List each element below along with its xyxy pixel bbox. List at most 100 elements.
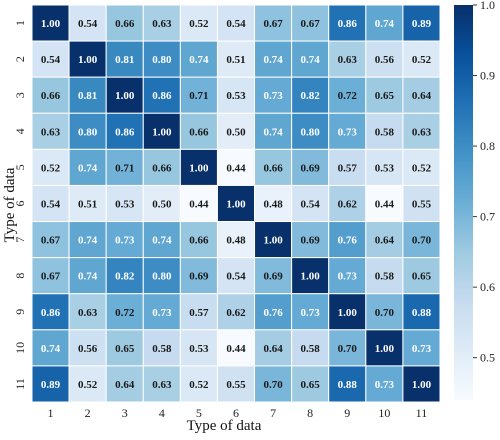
x-tick-label: 6 — [233, 406, 239, 420]
heatmap-cell — [402, 4, 441, 42]
heatmap-cell — [402, 112, 441, 150]
heatmap-cell — [328, 221, 367, 259]
cell-value-label: 0.69 — [189, 271, 209, 283]
cell-value-label: 0.48 — [226, 235, 246, 247]
cell-value-label: 1.00 — [152, 126, 172, 138]
heatmap-cell — [179, 148, 218, 186]
cell-value-label: 0.53 — [189, 343, 209, 355]
heatmap-cell — [142, 329, 181, 367]
heatmap-cell — [68, 221, 107, 259]
cell-value-label: 0.63 — [152, 18, 172, 30]
heatmap-cell — [105, 293, 144, 331]
cell-value-label: 0.73 — [115, 235, 135, 247]
heatmap-cell — [365, 365, 404, 403]
heatmap-cell — [402, 184, 441, 223]
heatmap-cell — [291, 40, 330, 78]
y-tick-label: 3 — [13, 92, 27, 98]
cell-value-label: 0.54 — [78, 18, 98, 30]
cell-value-label: 0.65 — [412, 271, 432, 283]
cell-value-label: 1.00 — [263, 235, 283, 247]
cell-value-label: 0.53 — [226, 90, 246, 102]
y-tick-label: 6 — [13, 201, 27, 207]
cell-value-label: 0.89 — [41, 379, 61, 391]
cell-value-label: 0.57 — [338, 162, 358, 174]
cell-value-label: 1.00 — [226, 199, 246, 211]
heatmap-cell — [68, 4, 107, 42]
cell-value-label: 0.53 — [375, 162, 395, 174]
cell-value-label: 0.74 — [41, 343, 61, 355]
cell-value-label: 0.74 — [263, 54, 283, 66]
cell-value-label: 0.58 — [375, 126, 395, 138]
y-tick-label: 1 — [13, 20, 27, 26]
cell-value-label: 0.69 — [301, 162, 321, 174]
cell-value-label: 0.80 — [152, 54, 172, 66]
cell-value-label: 0.64 — [263, 343, 283, 355]
y-tick-label: 9 — [13, 309, 27, 315]
cell-value-label: 0.64 — [412, 90, 432, 102]
cell-value-label: 0.89 — [412, 18, 432, 30]
cell-value-label: 0.74 — [263, 126, 283, 138]
cell-value-label: 0.50 — [152, 199, 172, 211]
cell-value-label: 0.73 — [412, 343, 432, 355]
cell-value-label: 0.54 — [226, 271, 246, 283]
x-tick-label: 3 — [122, 406, 128, 420]
cell-value-label: 0.55 — [412, 199, 432, 211]
heatmap-cell — [402, 365, 441, 403]
colorbar-ticks: 1.0 0.9 0.8 0.7 0.6 0.5 — [473, 0, 495, 365]
colorbar-tick-label: 0.8 — [480, 139, 495, 153]
y-tick-label: 5 — [13, 164, 27, 170]
cell-value-label: 0.73 — [338, 271, 358, 283]
heatmap-cell — [31, 257, 70, 295]
cell-value-label: 0.62 — [226, 307, 246, 319]
cell-value-label: 0.71 — [189, 90, 208, 102]
heatmap-cell — [365, 221, 404, 259]
heatmap-cell — [216, 365, 256, 403]
x-axis-label: Type of data — [187, 418, 262, 434]
x-tick-label: 1 — [48, 406, 54, 420]
cell-value-label: 0.62 — [338, 199, 358, 211]
heatmap-cell — [105, 112, 144, 150]
cell-value-label: 0.70 — [338, 343, 358, 355]
cell-value-label: 0.52 — [412, 54, 432, 66]
cell-value-label: 0.65 — [375, 90, 395, 102]
cell-value-label: 0.69 — [263, 271, 283, 283]
heatmap-cell — [179, 365, 218, 403]
heatmap-cell — [216, 329, 256, 367]
cell-value-label: 0.54 — [41, 199, 61, 211]
cell-value-label: 0.72 — [338, 90, 358, 102]
cell-value-label: 0.64 — [115, 379, 135, 391]
heatmap-cell — [328, 365, 367, 403]
y-tick-label: 8 — [13, 273, 27, 279]
colorbar-tick-label: 0.7 — [480, 210, 495, 224]
heatmap-cell — [179, 329, 218, 367]
heatmap-cell — [68, 148, 107, 186]
y-tick-labels: 1 2 3 4 5 6 7 8 9 10 11 — [13, 20, 27, 390]
cell-value-label: 0.63 — [338, 54, 358, 66]
heatmap-cell — [365, 293, 404, 331]
heatmap-cell — [328, 76, 367, 114]
cell-value-label: 0.73 — [338, 126, 358, 138]
cell-value-label: 0.86 — [115, 126, 135, 138]
heatmap-cell — [291, 4, 330, 42]
cell-value-label: 0.66 — [115, 18, 135, 30]
x-tick-label: 11 — [416, 406, 428, 420]
x-tick-label: 7 — [270, 406, 276, 420]
heatmap-cell — [31, 4, 70, 42]
heatmap-cell — [31, 293, 70, 331]
colorbar — [454, 5, 473, 400]
cell-value-label: 0.63 — [78, 307, 98, 319]
y-tick-label: 7 — [13, 237, 27, 243]
cell-value-label: 0.65 — [115, 343, 135, 355]
cell-value-label: 0.44 — [189, 199, 209, 211]
y-axis-label: Type of data — [2, 167, 18, 242]
cell-value-label: 0.82 — [301, 90, 321, 102]
heatmap-cell — [254, 257, 293, 295]
cell-value-label: 1.00 — [115, 90, 135, 102]
heatmap-cell — [142, 112, 181, 150]
cell-value-label: 0.66 — [152, 162, 172, 174]
heatmap-cell — [142, 221, 181, 259]
cell-value-label: 0.67 — [263, 18, 283, 30]
heatmap-cell — [254, 76, 293, 114]
cell-value-label: 0.67 — [41, 235, 61, 247]
